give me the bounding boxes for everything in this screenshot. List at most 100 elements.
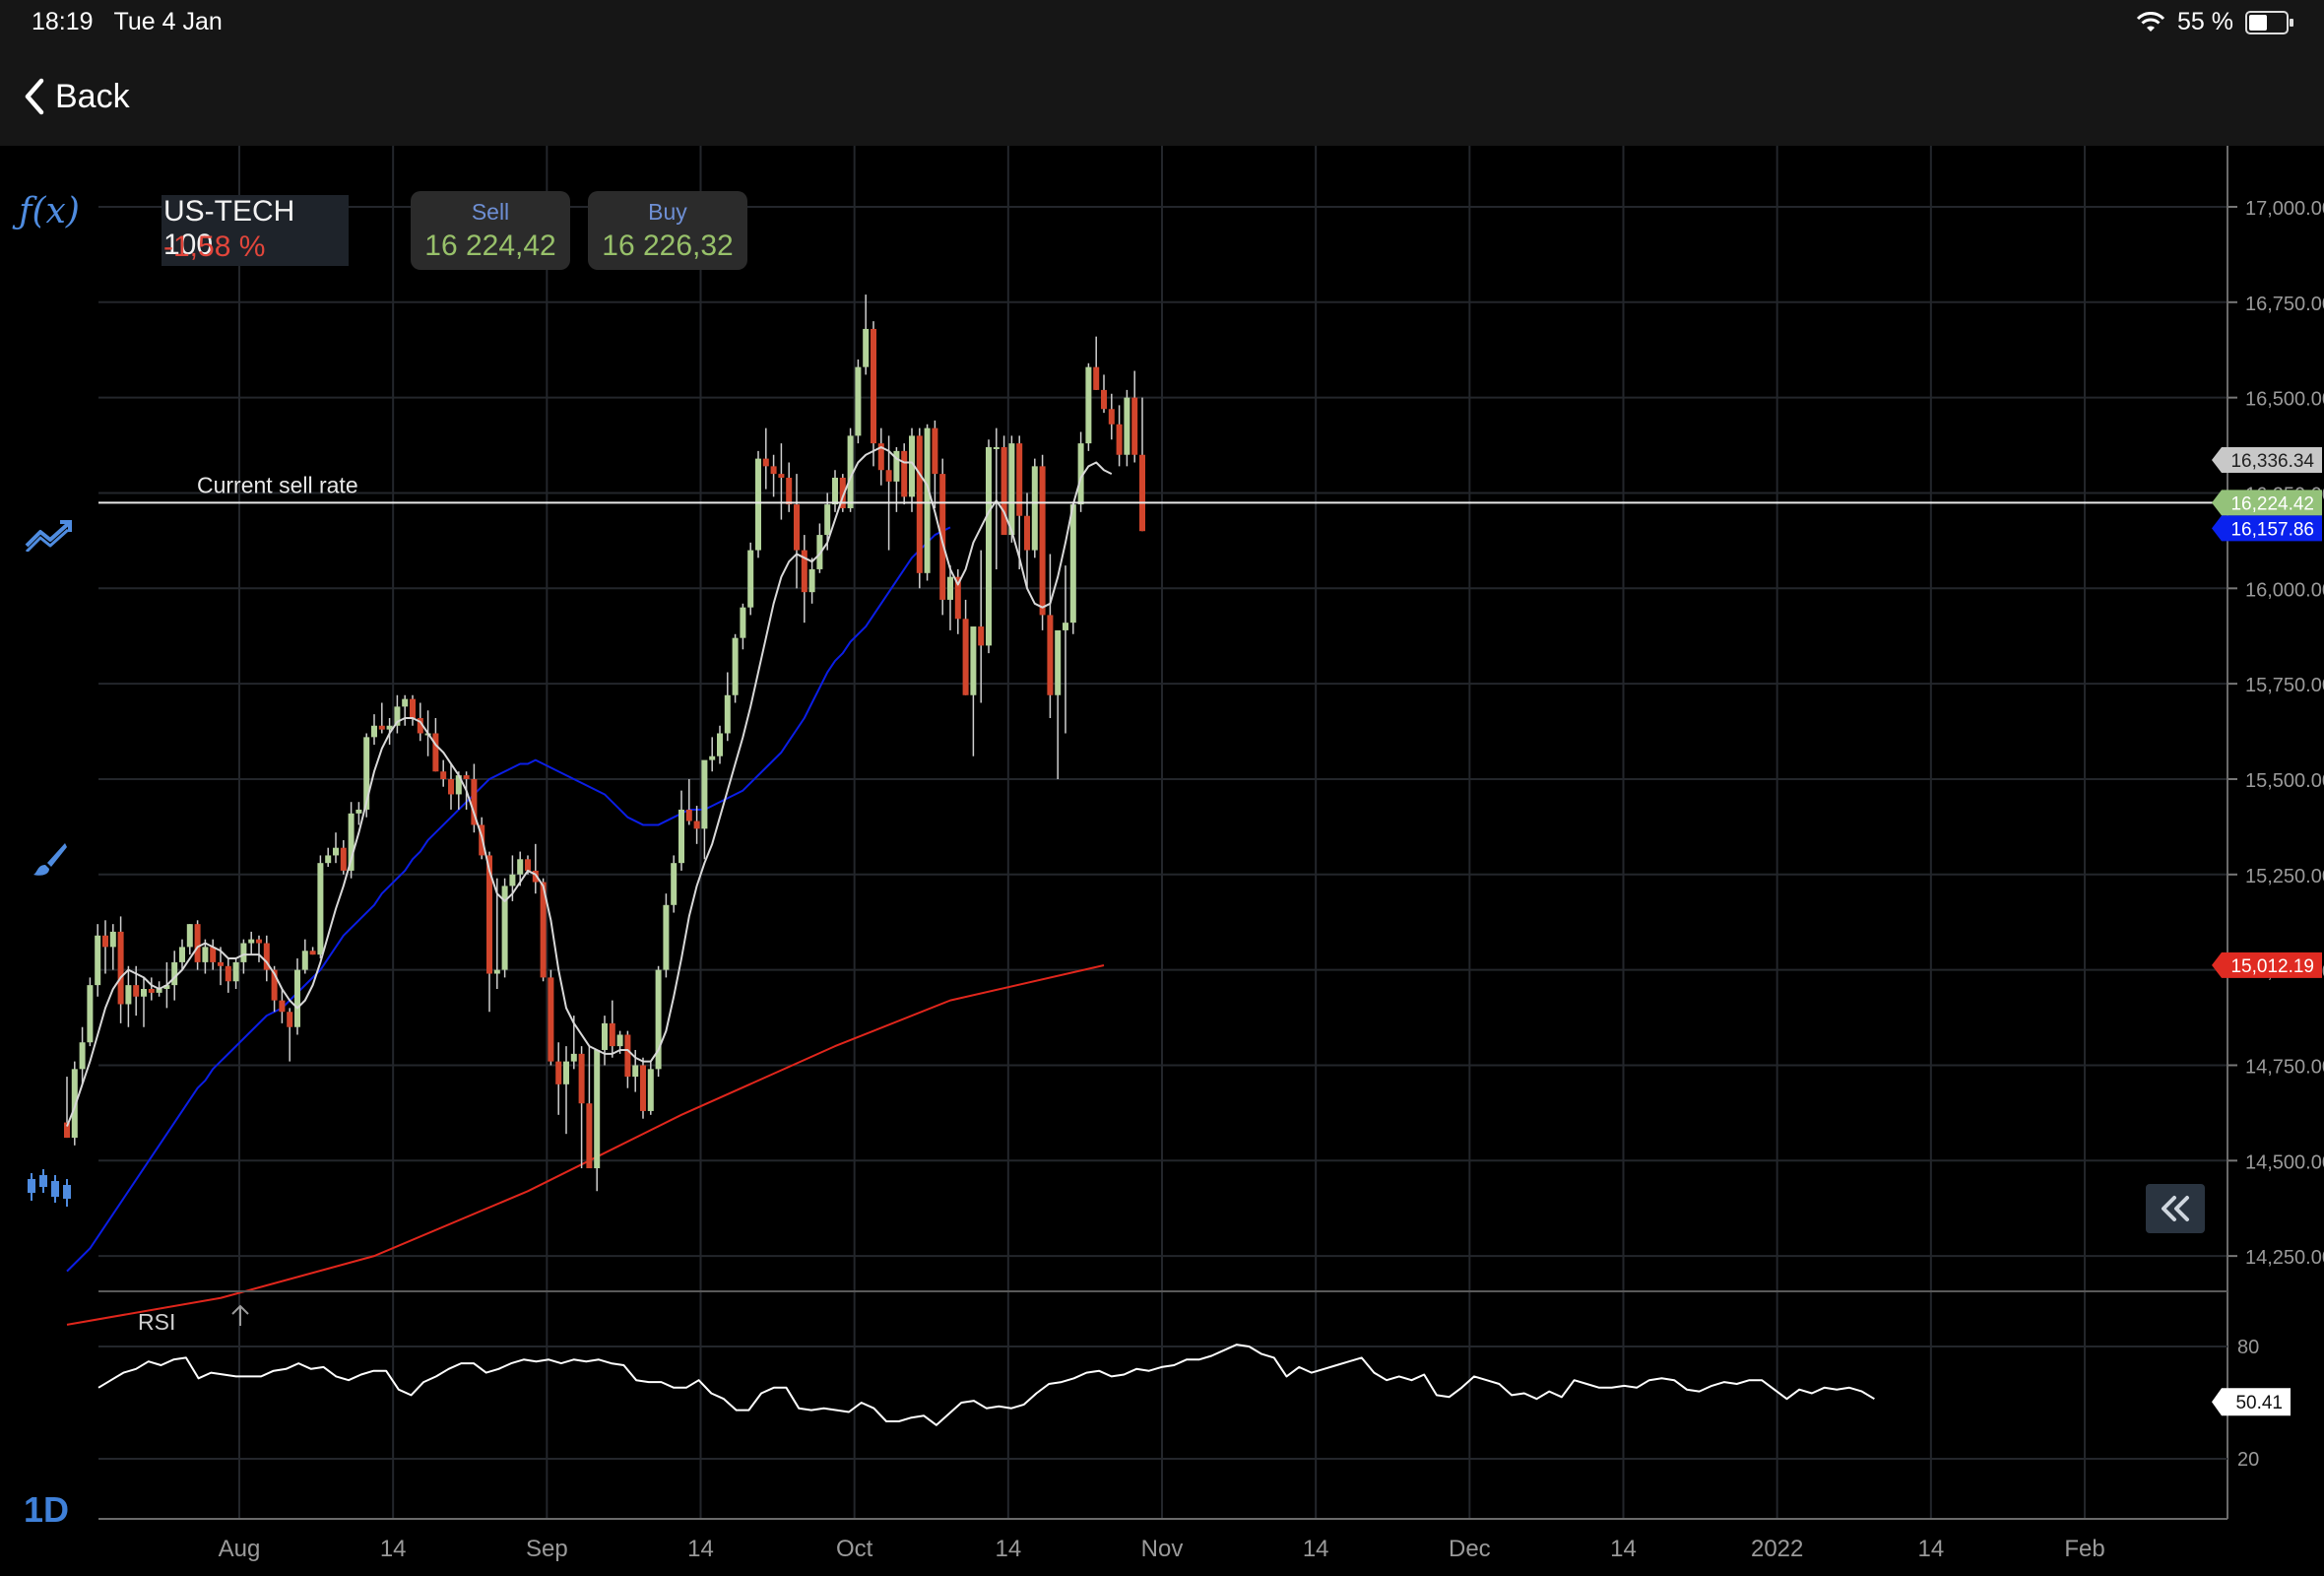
time-axis: Aug 14 Sep 14 Oct 14 Nov 14 Dec 14 2022 14 Feb	[98, 1518, 2227, 1562]
wifi-icon	[2136, 11, 2165, 32]
candle-body	[1085, 366, 1092, 444]
collapse-panel-button[interactable]	[2146, 1184, 2205, 1233]
price-tick-label: 16,000.00	[2245, 579, 2324, 601]
candle	[740, 603, 746, 650]
candle	[839, 474, 846, 512]
candle-body	[186, 924, 193, 948]
time-tick-label: Dec	[1449, 1536, 1491, 1562]
candle	[486, 851, 492, 1013]
candle	[71, 1061, 78, 1146]
candle-body	[548, 977, 554, 1062]
rsi-line	[97, 1344, 1875, 1426]
candle	[218, 947, 224, 986]
candle-body	[916, 435, 923, 573]
buy-price: 16 226,32	[602, 230, 734, 262]
candle	[1008, 435, 1015, 543]
candle-body	[394, 706, 401, 726]
function-button[interactable]: ƒ(x)	[18, 181, 81, 240]
time-tick-label: 14	[995, 1536, 1021, 1562]
instrument-name: US-TECH 100	[163, 195, 295, 261]
candle	[1031, 458, 1038, 558]
candle	[471, 763, 478, 833]
timeframe-button[interactable]: 1D	[24, 1489, 70, 1530]
candle-body	[962, 619, 969, 695]
candle-body	[402, 698, 409, 707]
price-tag-marker	[2212, 952, 2322, 978]
price-tag-label: 16,157.86	[2230, 519, 2314, 540]
candle-body	[685, 809, 692, 821]
candle-body	[762, 458, 769, 467]
rsi-current-value: 50.41	[2235, 1393, 2283, 1413]
battery-level	[2249, 14, 2267, 31]
candle-body	[210, 947, 217, 962]
price-tag: 16,157.86	[2212, 515, 2322, 542]
candle	[294, 958, 300, 1035]
candle	[816, 523, 823, 573]
candle	[171, 951, 178, 1001]
candle-body	[294, 969, 300, 1027]
candle	[517, 851, 524, 886]
candle	[548, 969, 554, 1066]
candle-body	[309, 951, 316, 955]
price-tick-label: 15,750.00	[2245, 675, 2324, 696]
candle	[1108, 393, 1115, 440]
candle-body	[709, 755, 716, 760]
trend-icon	[25, 520, 72, 552]
candle	[256, 935, 262, 962]
candle-body	[87, 985, 94, 1043]
candle-body	[148, 989, 155, 993]
candle-body	[1093, 366, 1100, 390]
candle-body	[540, 882, 547, 978]
candle	[947, 565, 953, 630]
candle	[225, 958, 231, 993]
buy-label: Buy	[648, 199, 687, 225]
candle-body	[156, 989, 162, 993]
candle	[1039, 454, 1046, 630]
candle-body	[993, 446, 1000, 449]
candle-body	[95, 935, 101, 986]
candle	[532, 843, 539, 894]
candle-body	[563, 1061, 569, 1084]
candle-body	[594, 1049, 601, 1169]
sell-button[interactable]: Sell 16 224,42	[411, 191, 570, 270]
drawing-button[interactable]	[18, 829, 81, 888]
candle-body	[1069, 504, 1076, 624]
chevron-left-icon	[25, 78, 44, 115]
candle-body	[855, 366, 862, 436]
candle-body	[455, 775, 462, 795]
candle	[501, 878, 508, 978]
candle-body	[517, 859, 524, 875]
candle	[609, 1000, 615, 1058]
candle	[555, 1042, 562, 1115]
price-tag-label: 16,336.34	[2230, 451, 2314, 472]
status-time-date: 18:19 Tue 4 Jan	[32, 8, 223, 36]
candle	[317, 855, 324, 959]
current-sell-rate-layer: Current sell rate	[98, 472, 2227, 504]
candle-body	[1077, 443, 1084, 505]
rsi-current-tag	[2212, 1388, 2291, 1416]
trend-button[interactable]	[18, 504, 81, 563]
candle-body	[109, 931, 116, 948]
candle	[954, 568, 961, 634]
candle-body	[333, 847, 339, 856]
chart-type-button[interactable]	[18, 1158, 81, 1217]
back-button[interactable]: Back	[22, 73, 130, 120]
candle-body	[1101, 389, 1107, 410]
candle-body	[624, 1034, 631, 1078]
candle-body	[471, 778, 478, 825]
price-tag-marker	[2212, 515, 2322, 542]
candle	[325, 847, 332, 868]
buy-button[interactable]: Buy 16 226,32	[588, 191, 747, 270]
candle-body	[616, 1034, 623, 1047]
candle-body	[885, 470, 892, 482]
candle	[762, 427, 769, 490]
instrument-change: -1,58 %	[163, 230, 266, 263]
candle	[640, 1057, 646, 1119]
battery-tip	[2290, 18, 2293, 27]
candle-body	[348, 813, 355, 871]
candle	[148, 977, 155, 1001]
candle-body	[801, 550, 807, 593]
price-tick-label: 17,000.00	[2245, 198, 2324, 220]
candle-body	[717, 733, 723, 756]
